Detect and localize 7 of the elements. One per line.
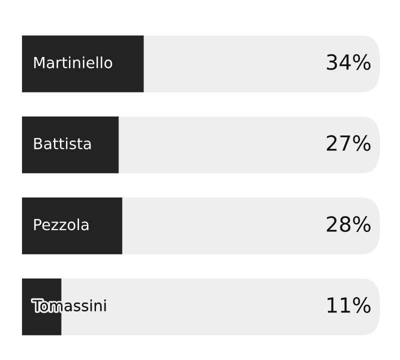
y-tick-label: Battista	[34, 138, 91, 150]
data-label: 34%	[326, 54, 371, 70]
data-label: 11%	[328, 297, 371, 313]
y-tick-label: Pezzola	[34, 218, 88, 230]
data-label: 27%	[326, 135, 371, 151]
y-tick-label: Martiniello	[34, 56, 112, 68]
data-label: 28%	[326, 216, 371, 232]
